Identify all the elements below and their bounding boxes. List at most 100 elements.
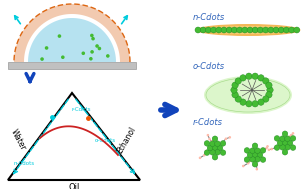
Circle shape — [290, 136, 296, 141]
Circle shape — [256, 152, 258, 154]
Circle shape — [262, 96, 269, 102]
Circle shape — [257, 27, 263, 33]
Circle shape — [258, 99, 264, 105]
Circle shape — [253, 154, 256, 157]
Circle shape — [204, 150, 210, 155]
Circle shape — [253, 157, 256, 160]
Circle shape — [205, 27, 211, 33]
Circle shape — [226, 27, 232, 33]
Circle shape — [252, 161, 258, 167]
Circle shape — [199, 156, 201, 159]
Circle shape — [244, 157, 250, 162]
Circle shape — [211, 27, 217, 33]
Circle shape — [267, 87, 273, 93]
Circle shape — [268, 27, 274, 33]
Circle shape — [213, 146, 216, 149]
Circle shape — [237, 27, 243, 33]
Circle shape — [260, 149, 262, 152]
Circle shape — [266, 145, 269, 148]
Circle shape — [203, 154, 206, 156]
Circle shape — [262, 27, 268, 33]
Circle shape — [289, 27, 295, 33]
Circle shape — [284, 27, 289, 33]
Circle shape — [235, 96, 241, 102]
Circle shape — [288, 136, 291, 138]
Circle shape — [231, 87, 237, 93]
Text: n-Cdots: n-Cdots — [193, 13, 225, 22]
Circle shape — [285, 136, 290, 142]
Circle shape — [290, 134, 293, 136]
Circle shape — [292, 132, 294, 135]
Circle shape — [285, 145, 290, 150]
Circle shape — [45, 46, 48, 50]
Circle shape — [220, 141, 226, 146]
FancyBboxPatch shape — [8, 62, 136, 69]
Circle shape — [250, 156, 255, 162]
Circle shape — [268, 149, 270, 151]
Circle shape — [82, 51, 85, 55]
Circle shape — [89, 57, 93, 60]
Circle shape — [278, 145, 281, 147]
Text: n-Cdots: n-Cdots — [14, 161, 35, 166]
Circle shape — [266, 82, 272, 88]
Circle shape — [255, 156, 260, 162]
Circle shape — [252, 101, 258, 107]
Circle shape — [231, 27, 237, 33]
Circle shape — [247, 162, 250, 164]
Circle shape — [262, 78, 269, 84]
Circle shape — [246, 101, 252, 107]
Ellipse shape — [204, 76, 292, 114]
Circle shape — [283, 140, 286, 143]
Circle shape — [240, 99, 246, 105]
Circle shape — [200, 27, 206, 33]
Circle shape — [214, 147, 216, 149]
Circle shape — [277, 140, 283, 146]
Circle shape — [232, 92, 238, 98]
Circle shape — [277, 145, 279, 148]
Ellipse shape — [198, 26, 298, 34]
Circle shape — [282, 149, 288, 155]
Circle shape — [242, 27, 248, 33]
Circle shape — [287, 140, 293, 146]
Circle shape — [195, 27, 201, 33]
Circle shape — [285, 140, 287, 143]
Circle shape — [210, 140, 213, 143]
Circle shape — [274, 145, 280, 150]
Circle shape — [61, 55, 65, 59]
Circle shape — [210, 141, 215, 146]
Circle shape — [250, 148, 255, 153]
Circle shape — [232, 82, 238, 88]
Circle shape — [270, 148, 273, 150]
Circle shape — [90, 34, 94, 37]
Circle shape — [258, 75, 264, 81]
Circle shape — [220, 150, 226, 155]
Circle shape — [257, 152, 263, 158]
Circle shape — [255, 148, 260, 153]
Polygon shape — [14, 4, 130, 62]
Circle shape — [290, 145, 296, 150]
Circle shape — [217, 145, 223, 151]
Circle shape — [225, 137, 227, 140]
Circle shape — [265, 147, 268, 149]
Circle shape — [207, 145, 213, 151]
Circle shape — [91, 37, 95, 40]
Circle shape — [252, 152, 258, 158]
Circle shape — [40, 57, 44, 61]
Circle shape — [98, 47, 101, 50]
Circle shape — [215, 149, 220, 155]
Circle shape — [252, 73, 258, 79]
Circle shape — [204, 141, 210, 146]
Circle shape — [90, 50, 94, 54]
Circle shape — [210, 148, 213, 150]
Circle shape — [215, 141, 220, 146]
Ellipse shape — [196, 24, 300, 36]
Circle shape — [273, 27, 279, 33]
Circle shape — [240, 75, 246, 81]
Text: Oil: Oil — [68, 183, 80, 189]
Circle shape — [246, 73, 252, 79]
Circle shape — [228, 136, 231, 139]
Circle shape — [284, 141, 286, 144]
Circle shape — [294, 27, 300, 33]
Circle shape — [206, 134, 209, 136]
Circle shape — [221, 27, 227, 33]
